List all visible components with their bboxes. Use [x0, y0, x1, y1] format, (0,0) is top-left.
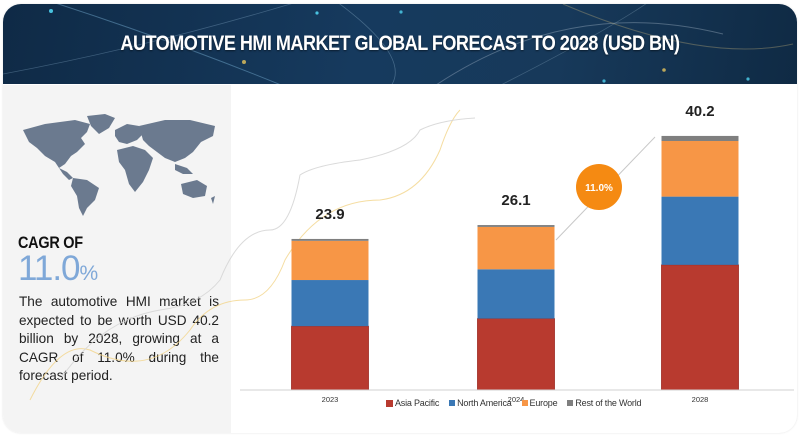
bar-total-label-2024: 26.1 — [501, 192, 530, 209]
legend-swatch — [386, 399, 393, 407]
header-light-streaks — [3, 4, 794, 84]
cagr-bubble — [576, 164, 622, 210]
legend-label: Rest of the World — [575, 398, 642, 408]
bar-total-label-2023: 23.9 — [315, 206, 344, 223]
legend-label: Asia Pacific — [395, 398, 440, 408]
header-banner: AUTOMOTIVE HMI MARKET GLOBAL FORECAST TO… — [3, 4, 797, 84]
legend-item-asia-pacific: Asia Pacific — [386, 398, 439, 408]
bar-segment-rest-of-the-world-2024 — [477, 225, 555, 227]
bar-segment-asia-pacific-2024 — [477, 318, 555, 391]
bar-segment-europe-2024 — [477, 226, 555, 270]
chart-legend: Asia Pacific North America Europe Rest of t… — [386, 398, 642, 408]
bar-total-label-2028: 40.2 — [685, 103, 714, 120]
bar-segment-europe-2028 — [661, 140, 739, 197]
legend-swatch — [449, 400, 456, 406]
legend-label: Europe — [529, 398, 558, 408]
legend-item-north-america: North America — [449, 398, 512, 408]
market-description: The automotive HMI market is expected to… — [19, 294, 219, 383]
legend-label: North America — [457, 398, 512, 408]
bar-segment-north-america-2023 — [291, 280, 369, 327]
x-tick-label-2023: 2023 — [322, 395, 339, 404]
world-map-icon — [23, 114, 215, 216]
x-tick-label-2028: 2028 — [692, 395, 709, 404]
decorative-curve-gold — [29, 109, 461, 401]
legend-swatch — [567, 400, 574, 406]
page-title: AUTOMOTIVE HMI MARKET GLOBAL FORECAST TO… — [120, 32, 680, 55]
cagr-percent-sign: % — [79, 262, 99, 285]
cagr-bubble-label: 11.0% — [585, 183, 613, 194]
cagr-label: CAGR OF — [18, 233, 83, 252]
legend-item-europe: Europe — [521, 398, 558, 408]
bar-segment-rest-of-the-world-2023 — [291, 238, 369, 241]
x-tick-label-2024: 2024 — [508, 395, 525, 404]
bar-segment-asia-pacific-2023 — [291, 325, 369, 391]
bar-segment-asia-pacific-2028 — [661, 264, 739, 391]
bar-segment-north-america-2024 — [477, 269, 555, 319]
legend-swatch — [521, 400, 528, 406]
decorative-curve-grey — [59, 117, 476, 381]
summary-panel: CAGR OF 11.0% The automotive HMI market … — [3, 85, 231, 433]
legend-item-rest-of-the-world: Rest of the World — [567, 398, 642, 408]
cagr-value: 11.0% — [18, 249, 99, 289]
bar-segment-europe-2023 — [291, 240, 369, 281]
cagr-number: 11.0 — [18, 249, 81, 288]
bar-segment-north-america-2028 — [661, 196, 739, 265]
bar-segment-rest-of-the-world-2028 — [661, 135, 739, 141]
